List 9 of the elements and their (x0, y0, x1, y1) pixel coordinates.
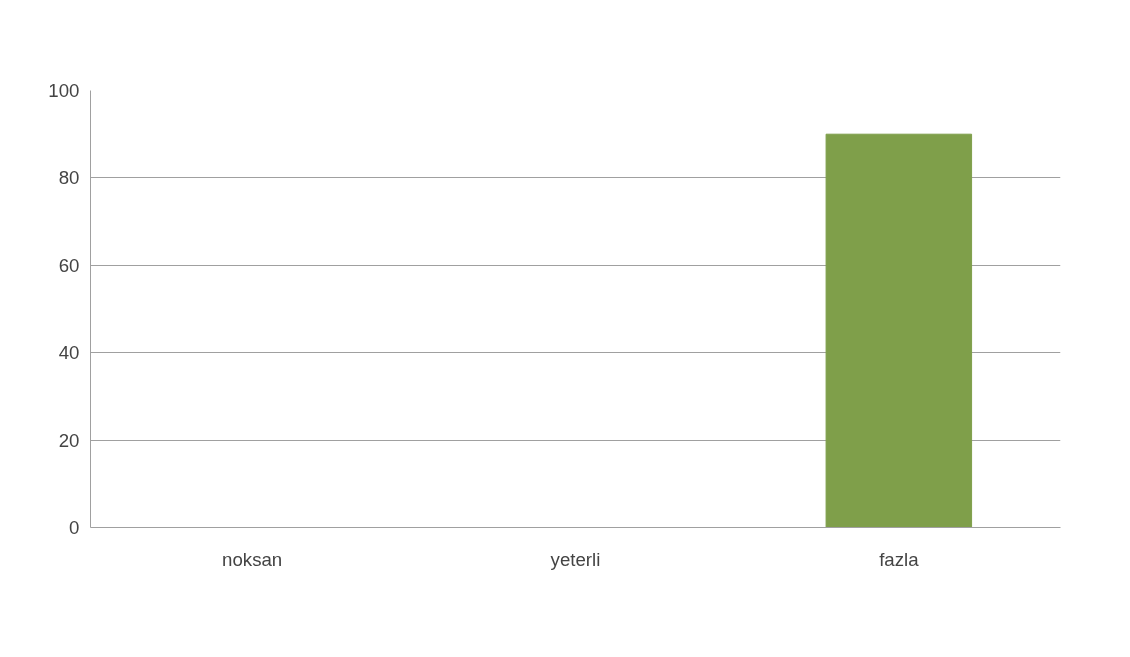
y-tick-label: 0 (69, 517, 80, 538)
x-tick-label: fazla (879, 548, 920, 570)
y-tick-label: 100 (48, 80, 80, 101)
y-tick-label: 60 (58, 254, 80, 276)
y-tick-label: 40 (58, 342, 80, 364)
y-tick-label: 80 (58, 167, 80, 189)
x-tick-label: yeterli (550, 548, 601, 570)
y-tick-label: 20 (58, 429, 80, 451)
x-tick-label: noksan (222, 548, 283, 570)
